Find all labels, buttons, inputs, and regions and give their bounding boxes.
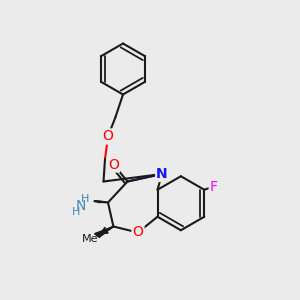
Text: N: N — [76, 200, 86, 213]
Text: O: O — [103, 130, 113, 143]
Text: O: O — [109, 158, 119, 172]
Text: H: H — [81, 194, 90, 204]
Text: Me: Me — [82, 233, 99, 244]
Text: O: O — [133, 226, 143, 239]
Text: H: H — [71, 207, 80, 218]
Text: F: F — [209, 180, 217, 194]
Text: O: O — [133, 226, 143, 239]
Text: N: N — [156, 167, 168, 181]
Text: O: O — [103, 130, 113, 143]
Polygon shape — [94, 226, 113, 237]
Text: N: N — [156, 167, 168, 181]
